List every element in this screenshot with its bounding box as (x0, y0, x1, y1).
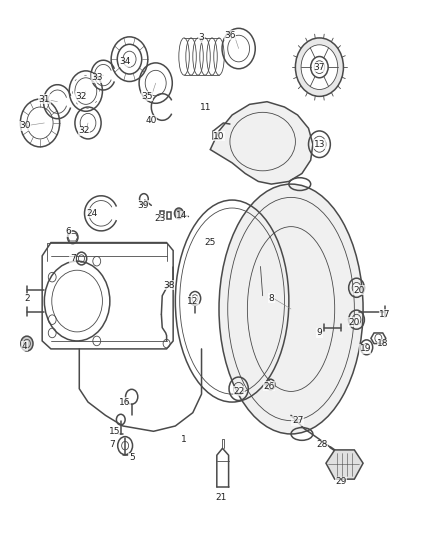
Text: 18: 18 (377, 339, 389, 348)
Text: 20: 20 (353, 286, 364, 295)
Text: 34: 34 (120, 58, 131, 66)
Text: 10: 10 (213, 132, 225, 141)
Text: 15: 15 (109, 427, 120, 436)
Text: 33: 33 (91, 73, 102, 82)
Polygon shape (210, 102, 313, 184)
Text: 27: 27 (292, 416, 303, 425)
Text: 26: 26 (264, 382, 275, 391)
Text: 2: 2 (24, 294, 30, 303)
Text: 11: 11 (200, 102, 212, 111)
Text: 23: 23 (154, 214, 166, 223)
Text: 16: 16 (120, 398, 131, 407)
Text: 30: 30 (19, 121, 31, 130)
Text: 20: 20 (349, 318, 360, 327)
Text: 39: 39 (137, 201, 148, 210)
Text: 12: 12 (187, 296, 198, 305)
Circle shape (174, 208, 183, 219)
Text: 31: 31 (39, 94, 50, 103)
Text: 7: 7 (70, 254, 76, 263)
Text: 28: 28 (316, 440, 327, 449)
Text: 32: 32 (78, 126, 89, 135)
Ellipse shape (219, 184, 363, 434)
Text: 29: 29 (336, 478, 347, 486)
Text: 17: 17 (379, 310, 391, 319)
Text: 4: 4 (22, 342, 28, 351)
Text: 40: 40 (146, 116, 157, 125)
Text: 5: 5 (129, 454, 134, 463)
Text: 37: 37 (314, 63, 325, 71)
Circle shape (21, 336, 33, 351)
Text: 38: 38 (163, 280, 174, 289)
Text: 32: 32 (76, 92, 87, 101)
Text: 24: 24 (87, 209, 98, 218)
Text: 35: 35 (141, 92, 153, 101)
Text: 25: 25 (205, 238, 216, 247)
Text: 36: 36 (224, 31, 236, 40)
Text: 9: 9 (317, 328, 322, 337)
Text: 21: 21 (215, 493, 227, 502)
Text: 3: 3 (199, 34, 205, 43)
Text: 19: 19 (360, 344, 371, 353)
Polygon shape (326, 450, 363, 479)
Text: 14: 14 (176, 212, 187, 221)
Text: 8: 8 (268, 294, 274, 303)
Text: 7: 7 (109, 440, 115, 449)
Text: 1: 1 (181, 435, 187, 444)
Text: 6: 6 (66, 228, 71, 237)
Text: 22: 22 (233, 387, 244, 396)
Text: 13: 13 (314, 140, 325, 149)
Circle shape (295, 38, 343, 96)
Circle shape (301, 45, 338, 90)
